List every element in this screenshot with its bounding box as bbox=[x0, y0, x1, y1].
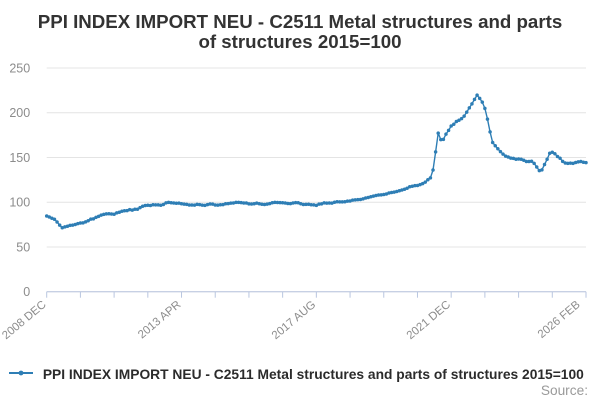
svg-text:2021 DEC: 2021 DEC bbox=[405, 299, 453, 342]
svg-text:2026 FEB: 2026 FEB bbox=[536, 299, 583, 341]
svg-text:250: 250 bbox=[9, 61, 30, 75]
svg-text:2013 APR: 2013 APR bbox=[136, 299, 183, 341]
svg-text:150: 150 bbox=[9, 151, 30, 165]
svg-text:50: 50 bbox=[16, 240, 30, 254]
svg-text:2017 AUG: 2017 AUG bbox=[270, 299, 318, 342]
svg-text:2008 DEC: 2008 DEC bbox=[0, 299, 48, 342]
svg-text:0: 0 bbox=[23, 285, 30, 299]
svg-text:200: 200 bbox=[9, 106, 30, 120]
svg-text:100: 100 bbox=[9, 196, 30, 210]
